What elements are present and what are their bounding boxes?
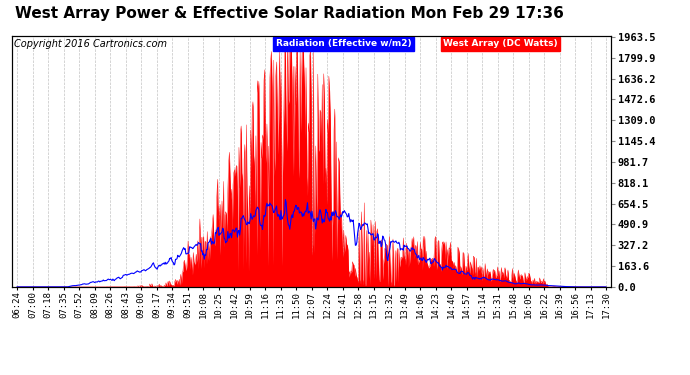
Text: Copyright 2016 Cartronics.com: Copyright 2016 Cartronics.com [14,39,166,50]
Text: West Array (DC Watts): West Array (DC Watts) [443,39,558,48]
Text: West Array Power & Effective Solar Radiation Mon Feb 29 17:36: West Array Power & Effective Solar Radia… [15,6,564,21]
Text: Radiation (Effective w/m2): Radiation (Effective w/m2) [275,39,411,48]
